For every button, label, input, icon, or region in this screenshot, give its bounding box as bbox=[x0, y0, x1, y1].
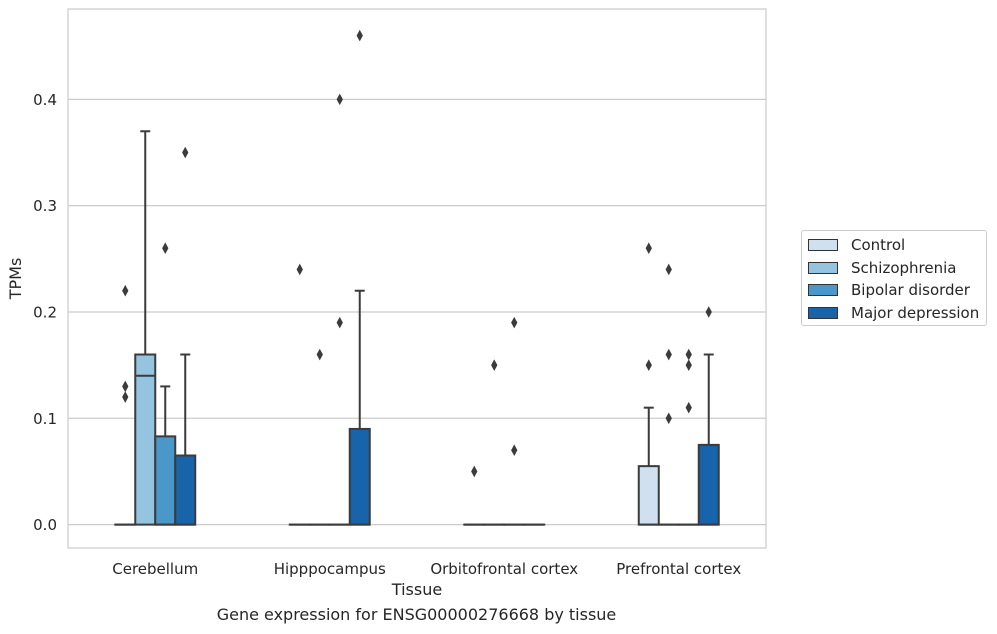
outlier-point bbox=[491, 359, 498, 371]
plot-frame bbox=[67, 8, 767, 549]
outlier-point bbox=[471, 465, 478, 478]
box bbox=[637, 465, 660, 526]
outlier-point bbox=[665, 348, 672, 361]
legend-swatch bbox=[808, 239, 838, 251]
legend-swatch bbox=[808, 284, 838, 296]
box-schizophrenia bbox=[134, 130, 157, 526]
box bbox=[154, 435, 177, 526]
box bbox=[174, 454, 197, 526]
outlier-point bbox=[296, 263, 303, 276]
y-tick-label: 0.2 bbox=[33, 303, 57, 321]
box-major-depression bbox=[174, 353, 197, 526]
outlier-point bbox=[182, 146, 189, 159]
outlier-points bbox=[122, 29, 712, 478]
legend-item-bipolar-disorder: Bipolar disorder bbox=[808, 280, 970, 300]
outlier-point bbox=[356, 29, 363, 42]
outlier-point bbox=[122, 380, 129, 393]
outlier-point bbox=[122, 391, 129, 403]
y-tick-label: 0.1 bbox=[33, 410, 57, 428]
chart-caption: Gene expression for ENSG00000276668 by t… bbox=[216, 605, 617, 624]
legend-swatch bbox=[808, 262, 838, 274]
outlier-point bbox=[316, 348, 323, 361]
legend-item-schizophrenia: Schizophrenia bbox=[808, 258, 956, 278]
outlier-point bbox=[511, 316, 518, 329]
legend-label: Bipolar disorder bbox=[851, 281, 970, 299]
x-tick-label: Hipppocampus bbox=[274, 560, 386, 578]
box-major-depression bbox=[348, 289, 371, 526]
box bbox=[697, 443, 720, 526]
legend-swatch bbox=[808, 307, 838, 319]
box-control bbox=[637, 406, 660, 526]
box-major-depression bbox=[697, 353, 720, 526]
outlier-point bbox=[685, 401, 692, 414]
legend-item-control: Control bbox=[808, 235, 905, 255]
outlier-point bbox=[645, 242, 652, 255]
outlier-point bbox=[162, 242, 169, 255]
outlier-point bbox=[645, 359, 652, 371]
y-tick-labels: 0.0 0.1 0.2 0.3 0.4 bbox=[33, 91, 57, 534]
box-bipolar-disorder bbox=[154, 385, 177, 526]
outlier-point bbox=[705, 306, 712, 318]
x-axis-label: Tissue bbox=[391, 580, 442, 599]
y-tick-label: 0.4 bbox=[33, 91, 57, 109]
legend-item-major-depression: Major depression bbox=[808, 303, 979, 323]
box bbox=[348, 427, 371, 526]
legend-label: Major depression bbox=[851, 304, 980, 322]
box bbox=[134, 353, 157, 526]
x-tick-label: Cerebellum bbox=[112, 560, 198, 578]
outlier-point bbox=[665, 412, 672, 425]
x-tick-label: Orbitofrontal cortex bbox=[430, 560, 578, 578]
outlier-point bbox=[685, 359, 692, 371]
legend: Control Schizophrenia Bipolar disorder M… bbox=[801, 230, 987, 326]
y-tick-label: 0.3 bbox=[33, 197, 57, 215]
outlier-point bbox=[665, 263, 672, 276]
legend-label: Control bbox=[851, 236, 906, 254]
outlier-point bbox=[336, 316, 343, 329]
y-tick-label: 0.0 bbox=[33, 516, 57, 534]
outlier-point bbox=[511, 444, 518, 456]
legend-label: Schizophrenia bbox=[851, 259, 957, 277]
outlier-point bbox=[336, 93, 343, 106]
outlier-point bbox=[122, 284, 129, 297]
box-plots bbox=[114, 130, 720, 526]
x-tick-label: Prefrontal cortex bbox=[616, 560, 741, 578]
x-tick-labels: Cerebellum Hipppocampus Orbitofrontal cort… bbox=[112, 560, 741, 578]
y-axis-label: TPMs bbox=[6, 258, 25, 301]
outlier-point bbox=[685, 348, 692, 361]
